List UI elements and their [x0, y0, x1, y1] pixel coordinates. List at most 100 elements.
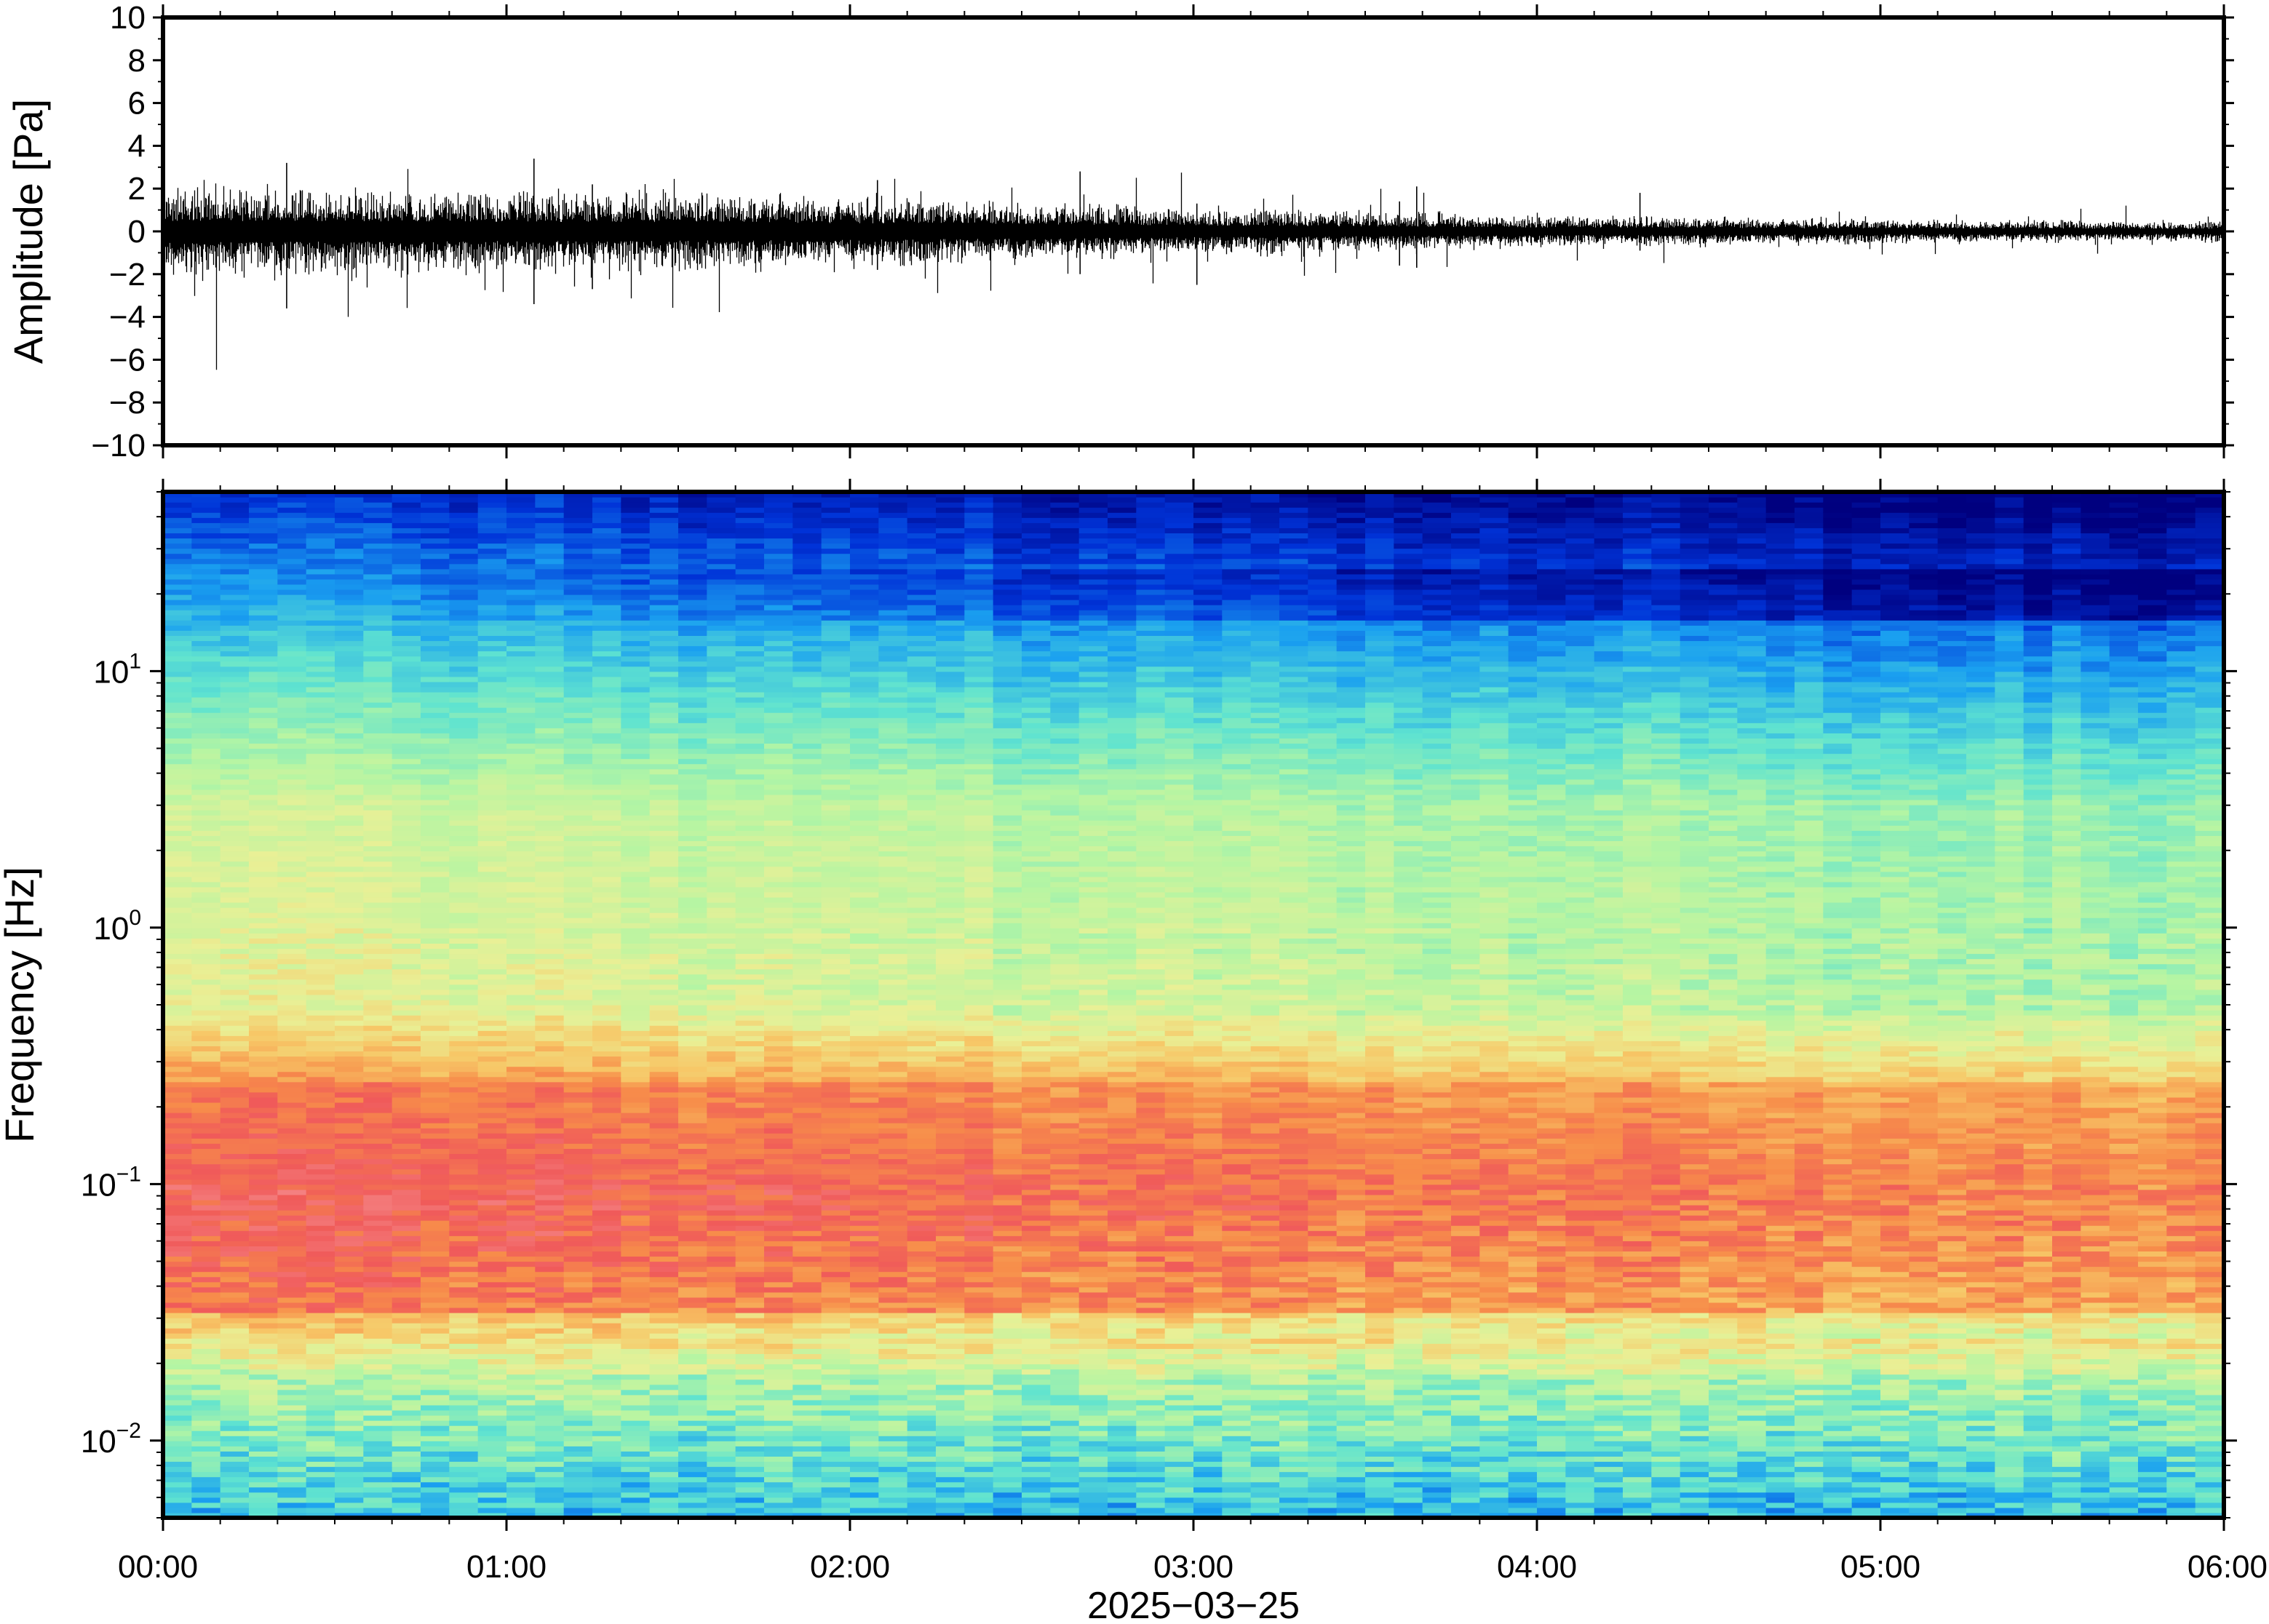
spectrogram-cell: [764, 620, 793, 626]
spectrogram-cell: [707, 1061, 736, 1067]
spectrogram-cell: [477, 1369, 507, 1375]
spectrogram-cell: [392, 938, 421, 944]
spectrogram-cell: [592, 1507, 621, 1513]
spectrogram-cell: [735, 1015, 765, 1021]
spectrogram-cell: [678, 1271, 707, 1278]
spectrogram-cell: [191, 938, 221, 944]
spectrogram-cell: [764, 645, 793, 652]
spectrogram-cell: [191, 896, 221, 903]
spectrogram-cell: [764, 1030, 793, 1036]
spectrogram-cell: [506, 1071, 536, 1078]
spectrogram-cell: [621, 671, 651, 677]
spectrogram-cell: [191, 1404, 221, 1411]
spectrogram-cell: [220, 533, 250, 539]
spectrogram-cell: [421, 1409, 450, 1416]
spectrogram-cell: [506, 681, 536, 688]
spectrogram-cell: [621, 1507, 651, 1513]
spectrogram-cell: [191, 492, 221, 498]
spectrogram-cell: [621, 948, 651, 955]
spectrogram-cell: [563, 1451, 593, 1457]
spectrogram-cell: [764, 923, 793, 928]
spectrogram-cell: [220, 1333, 250, 1339]
spectrogram-cell: [678, 1210, 707, 1216]
spectrogram-cell: [764, 1404, 793, 1411]
spectrogram-cell: [220, 784, 250, 790]
spectrogram-cell: [191, 1497, 221, 1503]
spectrogram-cell: [821, 1148, 851, 1155]
spectrogram-cell: [477, 881, 507, 888]
spectrogram-cell: [707, 1051, 736, 1057]
spectrogram-cell: [191, 1148, 221, 1155]
spectrogram-cell: [277, 979, 307, 985]
spectrogram-cell: [792, 1430, 822, 1436]
spectrogram-cell: [792, 984, 822, 990]
spectrogram-cell: [792, 1230, 822, 1236]
spectrogram-cell: [592, 789, 621, 795]
spectrogram-cell: [249, 1286, 278, 1293]
spectrogram-cell: [592, 492, 621, 498]
spectrogram-cell: [850, 1415, 879, 1421]
spectrogram-cell: [477, 615, 507, 621]
spectrogram-cell: [421, 968, 450, 975]
spectrogram-cell: [449, 1271, 479, 1278]
spectrogram-cell: [220, 958, 250, 965]
spectrogram-cell: [449, 768, 479, 775]
spectrogram-cell: [335, 1035, 364, 1041]
spectrogram-cell: [306, 1476, 335, 1483]
spectrogram-cell: [563, 738, 593, 744]
spectrogram-cell: [392, 891, 421, 898]
spectrogram-cell: [249, 1461, 278, 1468]
spectrogram-cell: [592, 738, 621, 744]
spectrogram-cell: [792, 1451, 822, 1457]
spectrogram-cell: [335, 1210, 364, 1216]
spectrogram-cell: [563, 1148, 593, 1155]
spectrogram-cell: [563, 933, 593, 939]
spectrogram-cell: [335, 1507, 364, 1513]
spectrogram-cell: [621, 492, 651, 498]
spectrogram-cell: [421, 1076, 450, 1083]
spectrogram-cell: [335, 1148, 364, 1155]
spectrogram-cell: [306, 625, 335, 631]
spectrogram-cell: [563, 558, 593, 565]
spectrogram-cell: [277, 645, 307, 652]
spectrogram-cell: [421, 686, 450, 693]
spectrogram-cell: [506, 758, 536, 765]
spectrogram-cell: [477, 1399, 507, 1406]
spectrogram-cell: [163, 1338, 192, 1344]
spectrogram-cell: [249, 507, 278, 513]
spectrogram-cell: [449, 1348, 479, 1354]
spectrogram-cell: [449, 856, 479, 862]
spectrogram-cell: [335, 1404, 364, 1411]
spectrogram-cell: [792, 1286, 822, 1293]
spectrogram-cell: [821, 522, 851, 528]
spectrogram-cell: [449, 610, 479, 616]
spectrogram-cell: [506, 1030, 536, 1036]
spectrogram-cell: [678, 1102, 707, 1108]
spectrogram-cell: [220, 1138, 250, 1144]
spectrogram-cell: [621, 1302, 651, 1308]
spectrogram-cell: [421, 528, 450, 533]
spectrogram-cell: [592, 728, 621, 733]
spectrogram-cell: [678, 1389, 707, 1396]
spectrogram-cell: [335, 1066, 364, 1072]
spectrogram-cell: [649, 1035, 679, 1041]
spectrogram-cell: [306, 723, 335, 728]
spectrogram-cell: [621, 1456, 651, 1462]
spectrogram-cell: [563, 968, 593, 975]
spectrogram-cell: [735, 645, 765, 652]
spectrogram-cell: [363, 805, 393, 811]
spectrogram-cell: [421, 1323, 450, 1329]
spectrogram-cell: [592, 605, 621, 610]
spectrogram-cell: [191, 1235, 221, 1241]
spectrogram-cell: [592, 1204, 621, 1211]
spectrogram-cell: [649, 497, 679, 503]
spectrogram-cell: [563, 1143, 593, 1149]
spectrogram-cell: [363, 1163, 393, 1170]
spectrogram-cell: [277, 671, 307, 677]
spectrogram-cell: [506, 1025, 536, 1031]
spectrogram-cell: [421, 1461, 450, 1468]
spectrogram-cell: [735, 1353, 765, 1360]
spectrogram-cell: [563, 1297, 593, 1303]
spectrogram-cell: [220, 1056, 250, 1062]
spectrogram-cell: [220, 635, 250, 642]
